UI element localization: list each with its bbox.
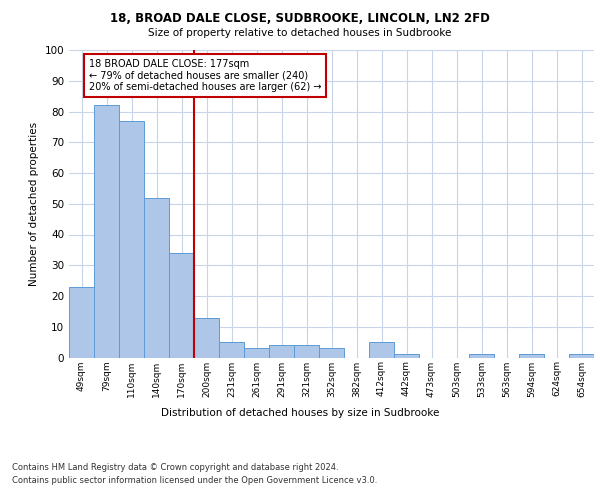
Bar [394,354,419,358]
Text: Distribution of detached houses by size in Sudbrooke: Distribution of detached houses by size … [161,408,439,418]
Bar [519,354,544,358]
Bar [94,106,119,358]
Y-axis label: Number of detached properties: Number of detached properties [29,122,39,286]
Bar [219,342,244,357]
Bar [169,253,194,358]
Bar [369,342,394,357]
Bar [319,348,344,358]
Text: 18 BROAD DALE CLOSE: 177sqm
← 79% of detached houses are smaller (240)
20% of se: 18 BROAD DALE CLOSE: 177sqm ← 79% of det… [89,59,322,92]
Bar [269,345,294,358]
Text: Contains HM Land Registry data © Crown copyright and database right 2024.: Contains HM Land Registry data © Crown c… [12,462,338,471]
Bar [194,318,219,358]
Bar [294,345,319,358]
Bar [69,287,94,358]
Text: Size of property relative to detached houses in Sudbrooke: Size of property relative to detached ho… [148,28,452,38]
Bar [144,198,169,358]
Bar [244,348,269,358]
Bar [469,354,494,358]
Text: 18, BROAD DALE CLOSE, SUDBROOKE, LINCOLN, LN2 2FD: 18, BROAD DALE CLOSE, SUDBROOKE, LINCOLN… [110,12,490,26]
Bar [569,354,594,358]
Bar [119,120,144,358]
Text: Contains public sector information licensed under the Open Government Licence v3: Contains public sector information licen… [12,476,377,485]
